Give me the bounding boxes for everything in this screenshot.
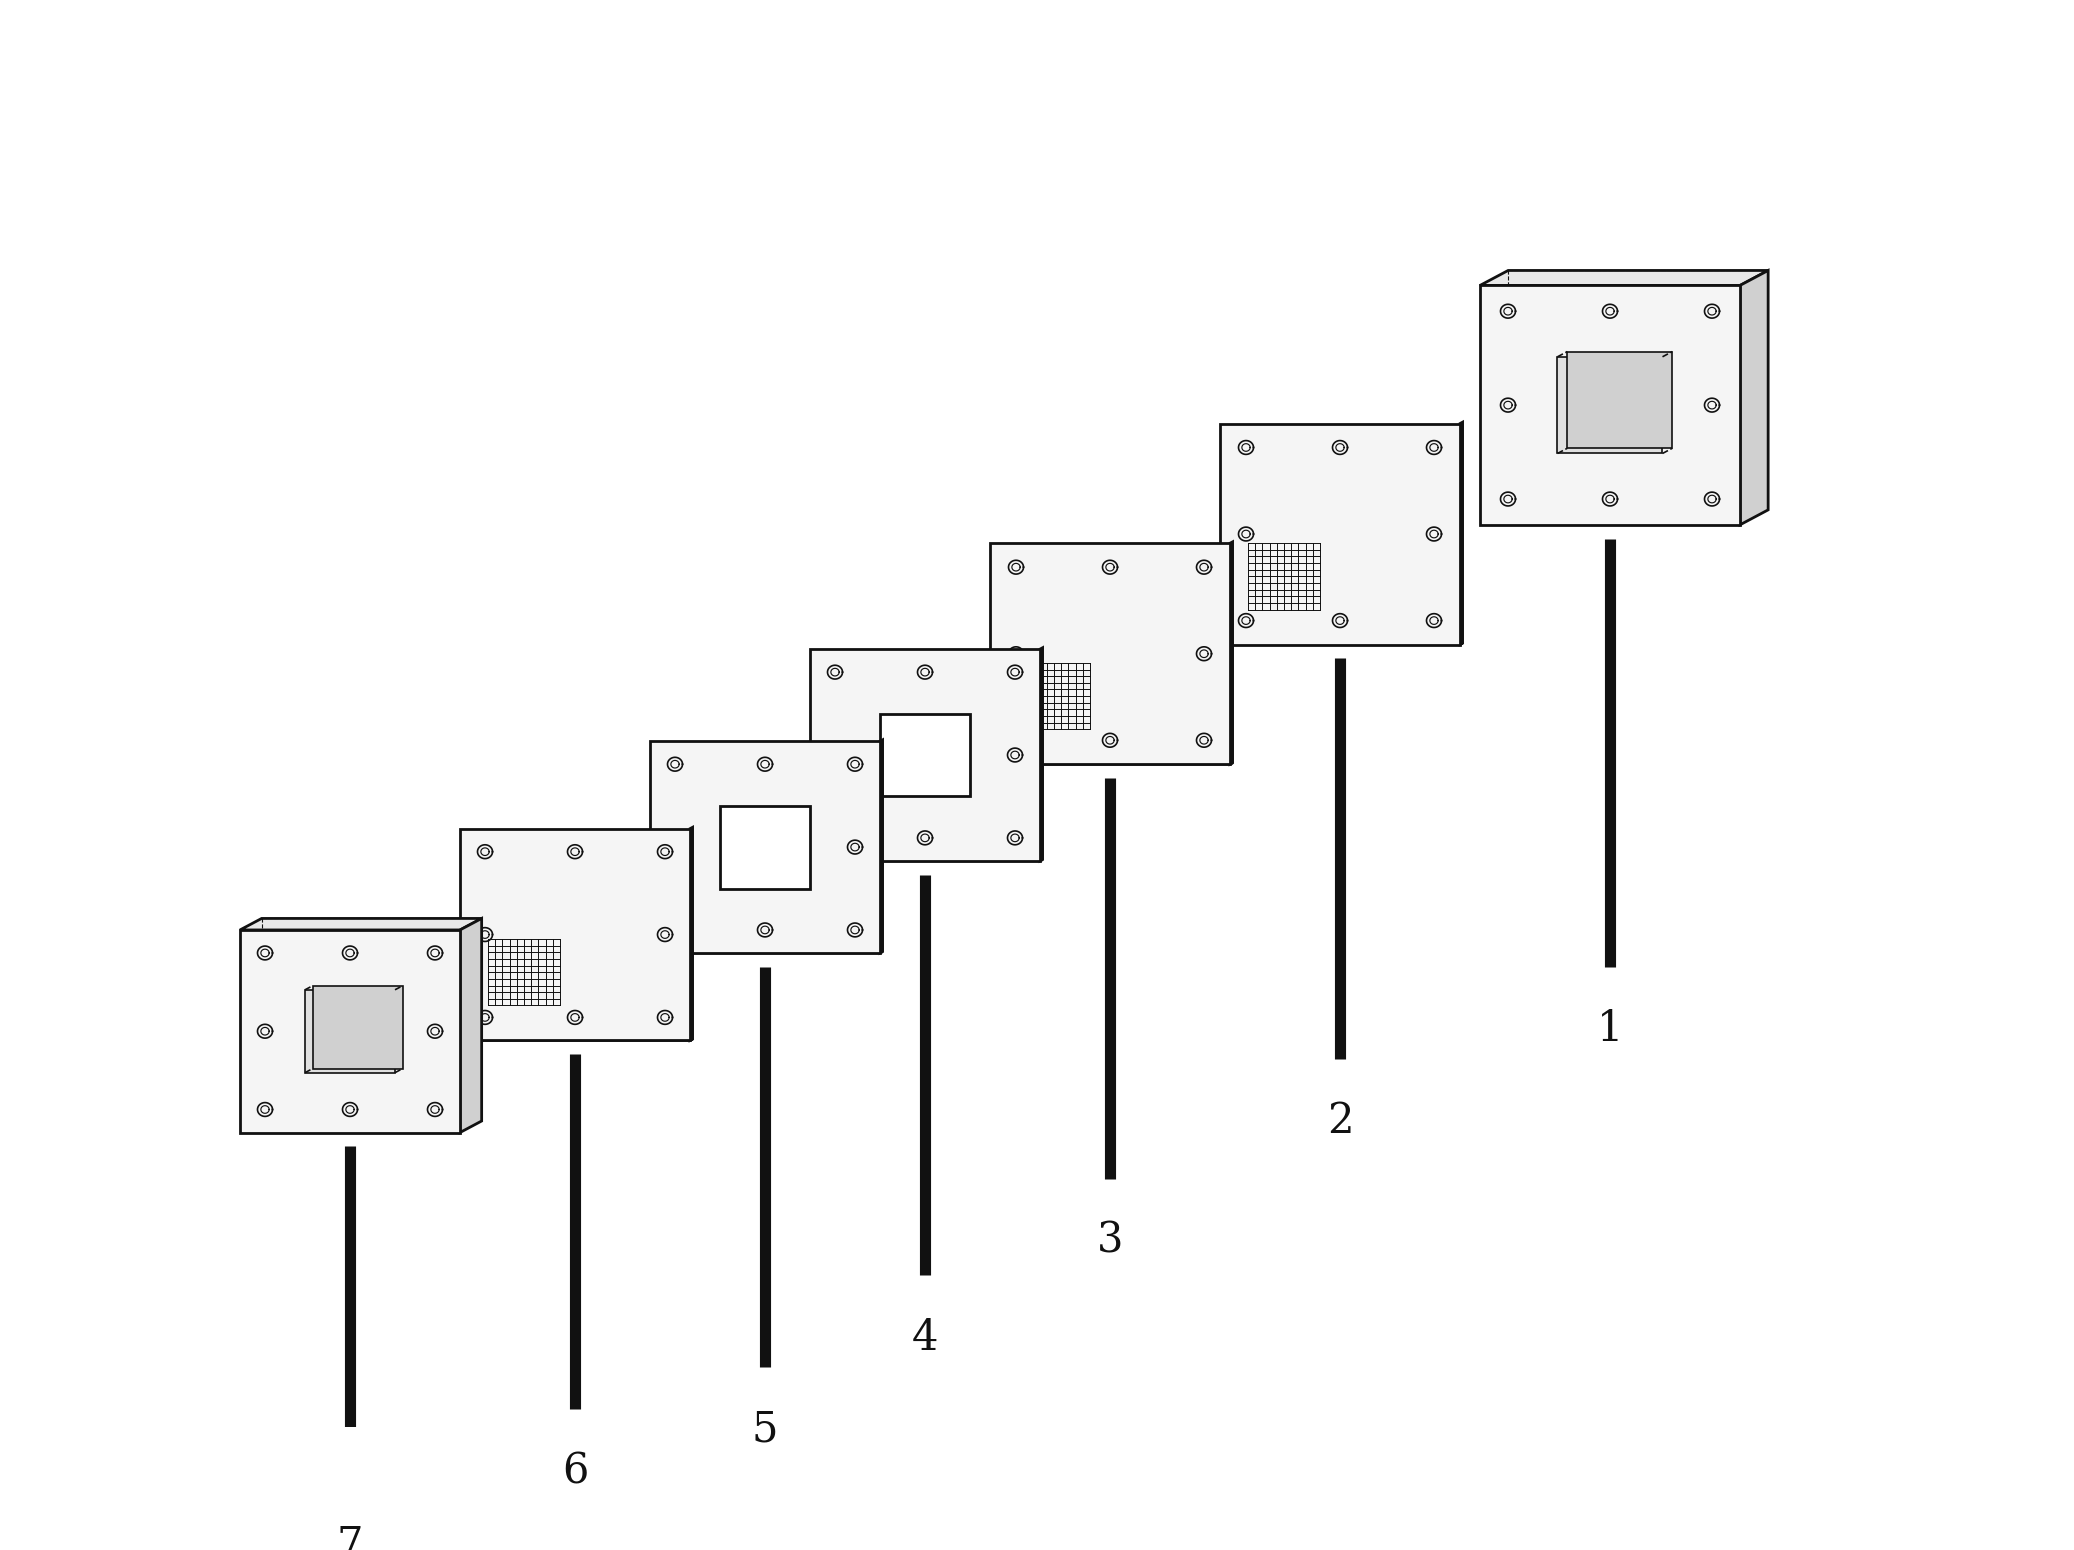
- Polygon shape: [1220, 423, 1460, 645]
- Polygon shape: [879, 739, 884, 953]
- Polygon shape: [460, 919, 481, 1133]
- Polygon shape: [1481, 285, 1740, 525]
- Polygon shape: [691, 828, 693, 1040]
- Polygon shape: [460, 829, 691, 1040]
- Polygon shape: [1558, 356, 1663, 454]
- Polygon shape: [1740, 270, 1769, 525]
- Polygon shape: [305, 990, 394, 1073]
- Polygon shape: [720, 806, 811, 888]
- Polygon shape: [1230, 542, 1232, 764]
- Polygon shape: [649, 741, 879, 953]
- Polygon shape: [1568, 352, 1672, 448]
- Text: 4: 4: [913, 1316, 937, 1359]
- Polygon shape: [811, 649, 1039, 860]
- Polygon shape: [879, 713, 971, 797]
- Polygon shape: [1039, 648, 1043, 860]
- Polygon shape: [1460, 422, 1462, 645]
- Text: 6: 6: [562, 1451, 589, 1493]
- Text: 2: 2: [1327, 1100, 1354, 1142]
- Text: 7: 7: [336, 1524, 363, 1550]
- Polygon shape: [241, 930, 460, 1133]
- Polygon shape: [241, 919, 481, 930]
- Polygon shape: [1481, 270, 1769, 285]
- Text: 3: 3: [1097, 1220, 1124, 1262]
- Text: 5: 5: [751, 1409, 778, 1451]
- Text: 1: 1: [1597, 1008, 1624, 1051]
- Polygon shape: [313, 986, 402, 1068]
- Polygon shape: [989, 542, 1230, 764]
